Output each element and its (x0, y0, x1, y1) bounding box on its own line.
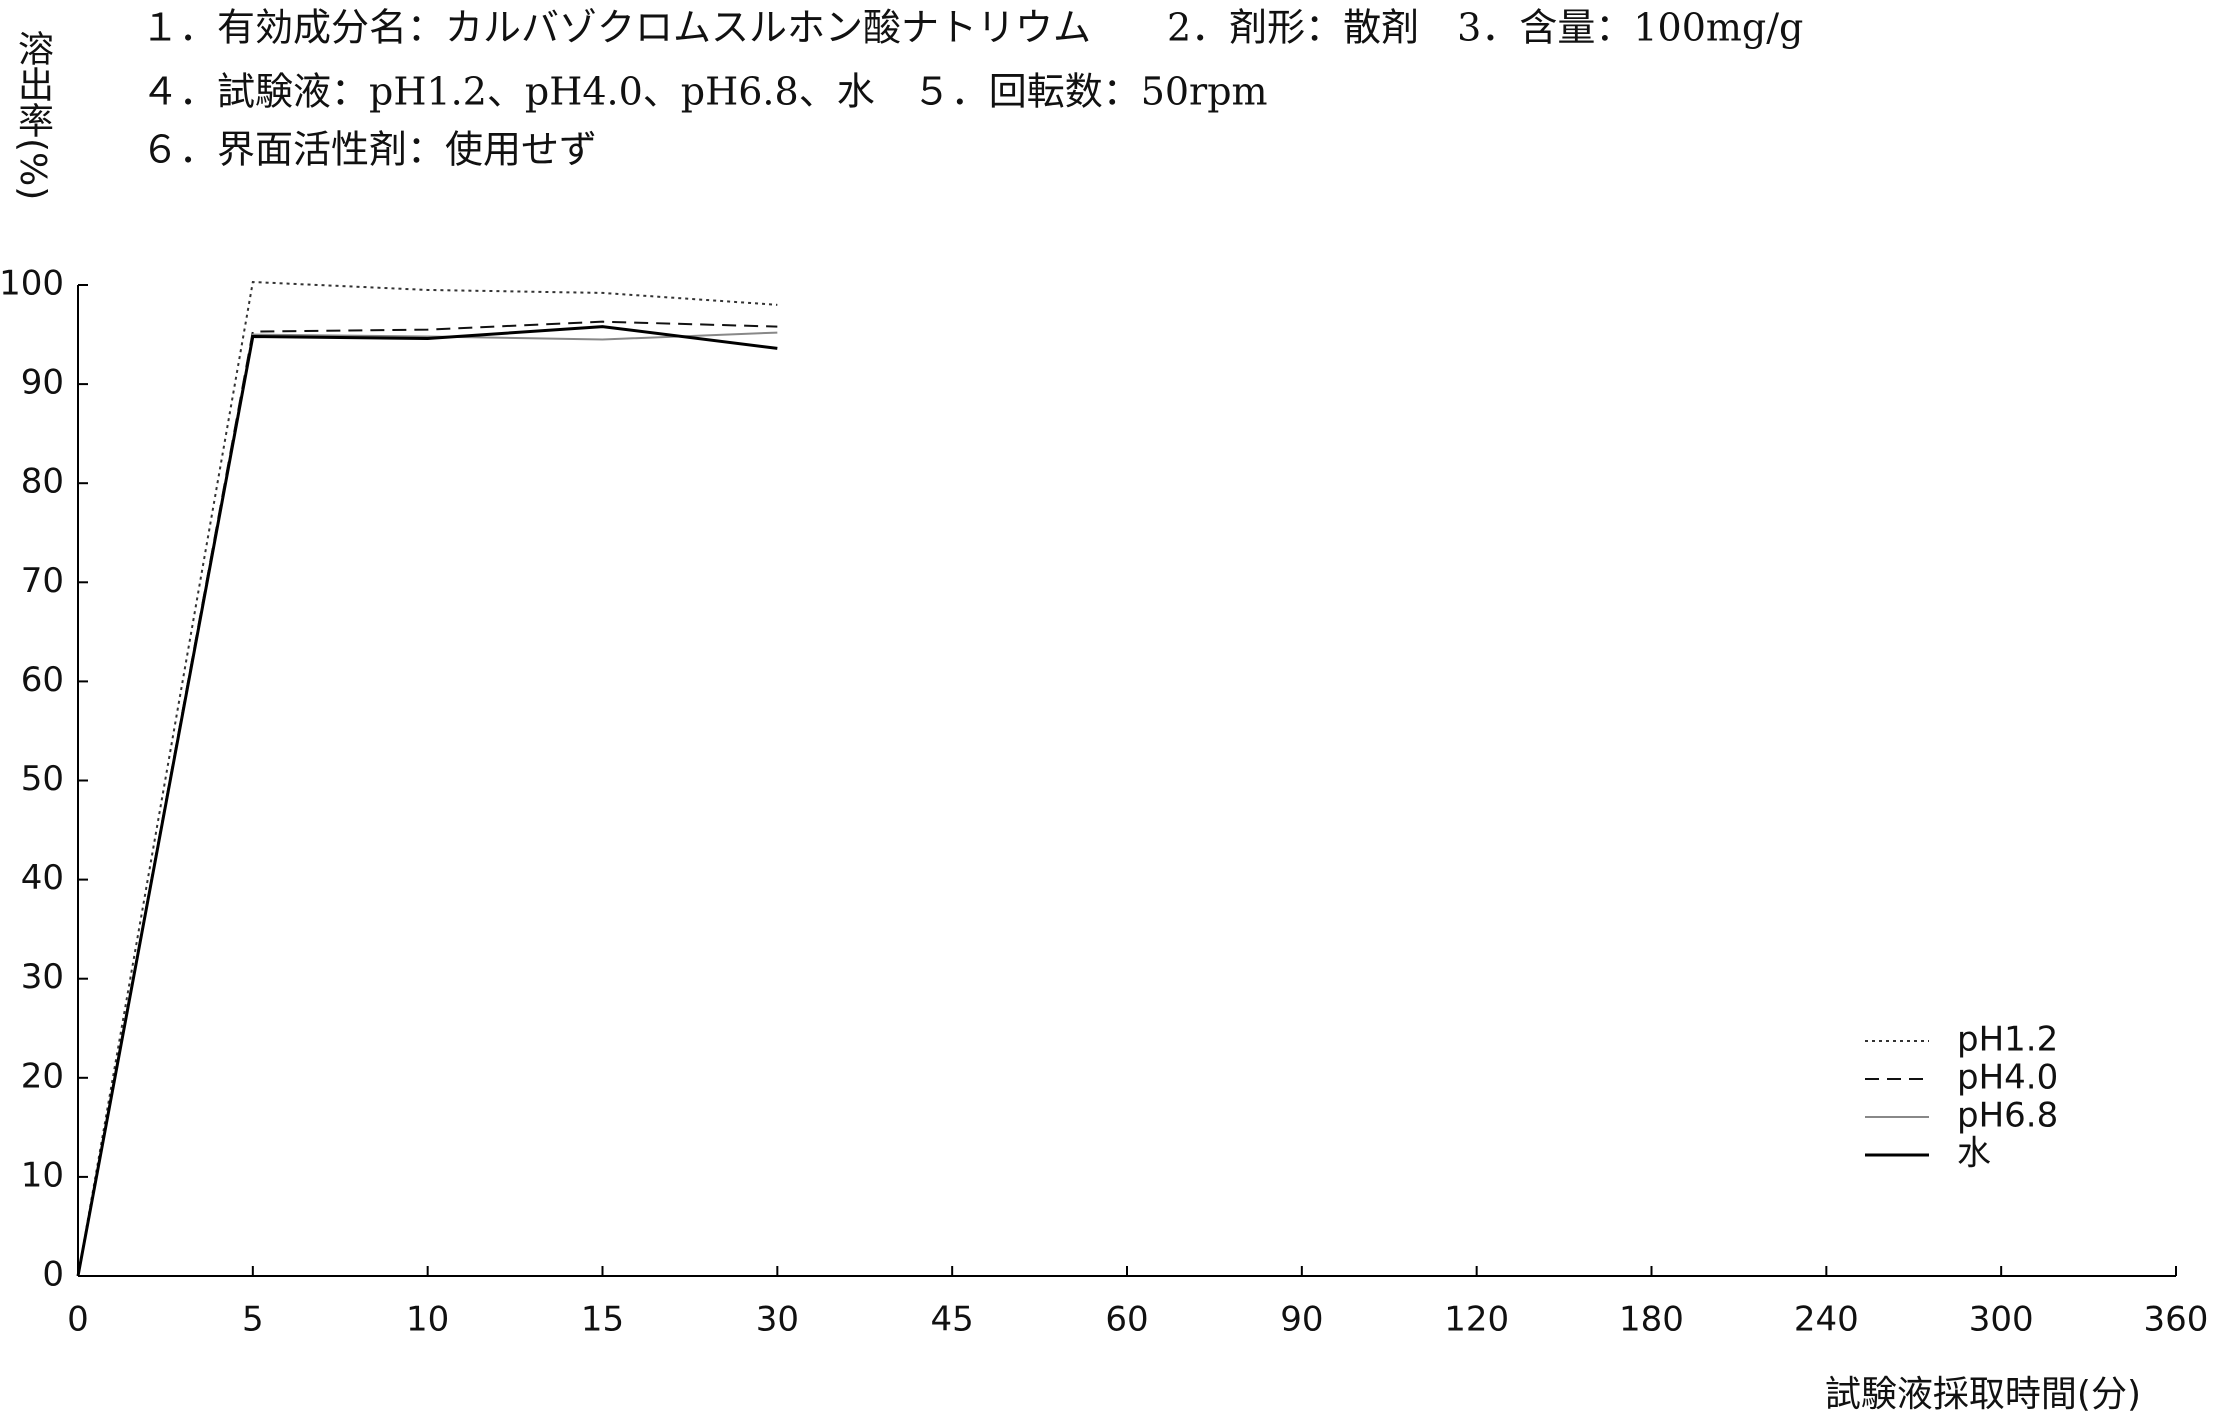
x-tick-label: 360 (2144, 1300, 2209, 1340)
y-tick-label: 80 (21, 462, 64, 502)
y-tick-label: 30 (21, 957, 64, 997)
x-tick-label: 5 (242, 1300, 264, 1340)
x-tick-label: 15 (581, 1300, 624, 1340)
y-tick-label: 0 (42, 1255, 64, 1295)
x-tick-label: 10 (406, 1300, 449, 1340)
header-line: ６．界面活性剤：使用せず (141, 128, 597, 172)
x-tick-label: 90 (1280, 1300, 1323, 1340)
y-tick-label: 10 (21, 1155, 64, 1195)
series-line (77, 280, 778, 1277)
x-tick-label: 30 (756, 1300, 799, 1340)
x-tick-label: 120 (1444, 1300, 1509, 1340)
y-tick-label: 50 (21, 759, 64, 799)
y-tick-label: 70 (21, 561, 64, 601)
y-axis-label: 溶出率(%) (12, 30, 53, 201)
header-line: １．有効成分名：カルバゾクロムスルホン酸ナトリウム 2．剤形：散剤 3．含量：1… (141, 6, 1803, 50)
x-tick-label: 60 (1105, 1300, 1148, 1340)
x-tick-label: 0 (67, 1300, 89, 1340)
y-tick-label: 100 (0, 264, 64, 304)
y-tick-label: 40 (21, 858, 64, 898)
y-tick-label: 60 (21, 660, 64, 700)
legend-label: pH4.0 (1957, 1058, 2058, 1098)
y-tick-label: 90 (21, 363, 64, 403)
legend-label: pH6.8 (1957, 1096, 2058, 1136)
x-tick-label: 240 (1794, 1300, 1859, 1340)
x-tick-label: 300 (1969, 1300, 2034, 1340)
legend-label: 水 (1957, 1134, 1991, 1174)
x-tick-label: 45 (931, 1300, 974, 1340)
x-axis-label: 試験液採取時間(分) (1825, 1374, 2141, 1415)
header-line: ４．試験液：pH1.2、pH4.0、pH6.8、水 ５．回転数：50rpm (141, 70, 1268, 114)
x-tick-label: 180 (1619, 1300, 1684, 1340)
y-tick-label: 20 (21, 1056, 64, 1096)
series-line (76, 325, 778, 1277)
legend-label: pH1.2 (1957, 1020, 2058, 1060)
